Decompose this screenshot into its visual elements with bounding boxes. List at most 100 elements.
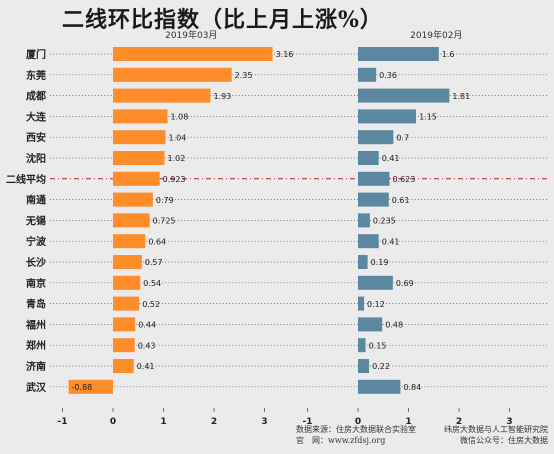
data-label: -0.88: [72, 383, 93, 392]
panel-header: 2019年02月: [410, 29, 462, 41]
source-row: 数据来源：住房大数据联合实验室 纬房大数据与人工智能研究院: [296, 424, 548, 435]
data-label: 0.69: [396, 279, 414, 288]
bar: [358, 296, 365, 311]
data-label: 0.19: [371, 258, 389, 267]
data-label: 0.41: [137, 362, 155, 371]
data-label: 0.7: [396, 133, 409, 142]
data-label: 1.15: [419, 113, 437, 122]
website-row: 官 网：www.zfdsj.org 微信公众号：住房大数据: [296, 435, 548, 446]
bar: [113, 255, 142, 269]
category-label: 东莞: [26, 69, 46, 82]
category-label: 南京: [26, 277, 46, 290]
chart-title: 二线环比指数（比上月上涨%）: [62, 7, 383, 33]
bar: [358, 47, 439, 61]
tick-label: 2: [211, 417, 217, 427]
wechat-label: 微信公众号：住房大数据: [460, 436, 548, 445]
data-label: 0.41: [382, 154, 400, 163]
tick-label: 0: [355, 417, 361, 427]
data-label: 2.35: [235, 71, 253, 80]
bar: [358, 359, 370, 373]
source-note: 数据来源：住房大数据联合实验室 纬房大数据与人工智能研究院 官 网：www.zf…: [296, 424, 548, 446]
source-label: 数据来源：住房大数据联合实验室: [296, 425, 416, 434]
bar: [358, 67, 377, 82]
category-label: 郑州: [26, 339, 46, 352]
data-label: 0.41: [382, 237, 400, 246]
data-label: 0.12: [367, 300, 385, 309]
bar: [113, 67, 232, 82]
bar: [358, 109, 417, 124]
data-label: 1.04: [169, 133, 187, 142]
tick-label: 1: [160, 417, 166, 427]
bar: [358, 379, 401, 394]
tick-label: 0: [110, 417, 116, 427]
bar: [358, 234, 379, 249]
data-label: 1.08: [171, 113, 189, 122]
data-label: 0.235: [373, 217, 396, 226]
data-label: 1.02: [168, 154, 186, 163]
data-label: 1.81: [452, 92, 470, 101]
category-label: 武汉: [26, 381, 47, 394]
tick-label: 2: [456, 417, 462, 427]
institute-label: 纬房大数据与人工智能研究院: [444, 425, 548, 434]
bar: [358, 275, 393, 290]
panel-header: 2019年03月: [165, 29, 217, 41]
data-label: 0.48: [385, 321, 403, 330]
data-label: 1.6: [442, 50, 455, 59]
bar: [113, 109, 168, 124]
category-label: 大连: [26, 110, 47, 123]
category-label: 西安: [26, 131, 46, 144]
bar: [68, 379, 113, 394]
category-label: 宁波: [26, 235, 47, 248]
bar: [113, 296, 140, 311]
data-label: 0.79: [156, 196, 174, 205]
category-label: 无锡: [25, 214, 46, 227]
category-label: 沈阳: [26, 152, 46, 165]
tick-label: 3: [506, 417, 512, 427]
category-label: 济南: [26, 360, 46, 373]
bar: [358, 192, 389, 207]
data-label: 0.84: [403, 383, 421, 392]
bar: [113, 275, 141, 290]
data-label: 1.93: [213, 92, 231, 101]
bar: [113, 47, 273, 61]
data-label: 0.52: [142, 300, 160, 309]
bar: [358, 338, 366, 353]
data-label: 0.923: [163, 175, 186, 184]
bar: [113, 88, 211, 103]
bar: [358, 213, 370, 228]
bar: [358, 151, 379, 165]
bar: [113, 359, 134, 373]
data-label: 0.61: [392, 196, 410, 205]
tick-label: 1: [405, 417, 411, 427]
data-label: 0.57: [145, 258, 163, 267]
data-label: 0.64: [148, 237, 166, 246]
website-label: 官 网：www.zfdsj.org: [296, 436, 386, 445]
tick-label: -1: [58, 417, 68, 427]
category-label: 长沙: [26, 256, 46, 269]
category-label: 南通: [26, 194, 46, 207]
data-label: 0.54: [143, 279, 161, 288]
bar: [113, 192, 153, 207]
data-label: 0.44: [138, 321, 156, 330]
bar: [113, 213, 150, 228]
tick-label: -1: [303, 417, 313, 427]
data-label: 3.16: [276, 50, 294, 59]
bar: [358, 317, 383, 332]
data-label: 0.43: [138, 341, 156, 350]
data-label: 0.623: [392, 175, 415, 184]
bar: [113, 171, 160, 186]
category-label: 成都: [26, 90, 46, 103]
bar: [113, 151, 165, 165]
category-label: 青岛: [26, 298, 46, 311]
bar: [113, 234, 146, 249]
data-label: 0.15: [369, 341, 387, 350]
data-label: 0.725: [153, 217, 176, 226]
bar: [358, 88, 450, 103]
category-label: 福州: [25, 318, 46, 331]
bar: [358, 255, 368, 269]
category-label: 二线平均: [6, 173, 46, 186]
data-label: 0.36: [379, 71, 397, 80]
bar: [113, 338, 135, 353]
tick-label: 3: [261, 417, 267, 427]
